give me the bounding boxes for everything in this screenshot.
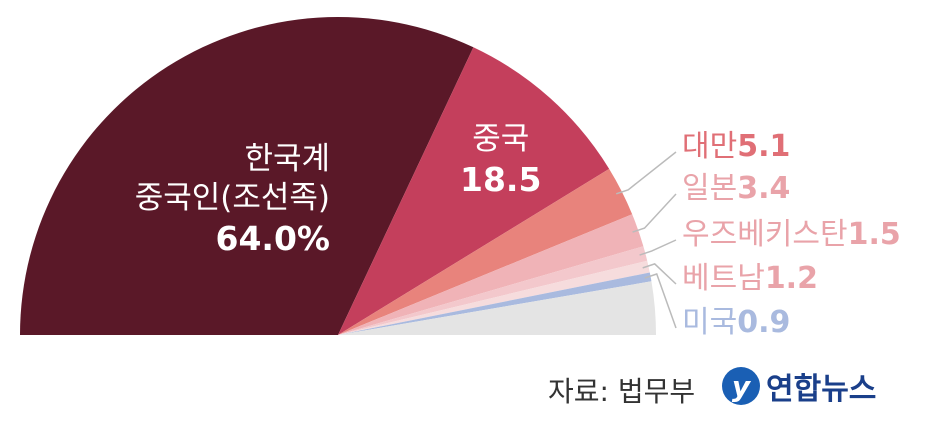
logo-text: 연합뉴스 (766, 372, 877, 407)
category-label: 중국 (472, 121, 530, 157)
slice (338, 214, 644, 335)
value-label: 64.0% (215, 218, 331, 258)
value-label: 3.4 (737, 171, 791, 206)
leader-line (644, 273, 677, 329)
slice (338, 281, 656, 335)
value-label: 1.5 (847, 217, 901, 252)
slice (20, 16, 474, 335)
slice (338, 47, 610, 336)
category-label: 미국 (682, 305, 738, 340)
slice-label: 일본3.4 (682, 170, 790, 208)
logo-mark: y (722, 367, 760, 405)
slice-label: 우즈베키스탄1.5 (682, 216, 901, 254)
slice-label: 대만5.1 (682, 128, 790, 166)
leader-line (642, 263, 677, 285)
category-label: 베트남 (682, 261, 765, 296)
slice (338, 246, 648, 335)
value-label: 1.2 (764, 261, 818, 296)
category-label: 일본 (682, 171, 738, 206)
slice-label: 미국0.9 (682, 304, 790, 342)
category-label: 대만 (682, 129, 738, 164)
slice (338, 168, 633, 335)
value-label: 5.1 (737, 129, 791, 164)
logo: y 연합뉴스 (722, 364, 876, 408)
slice-label: 베트남1.2 (682, 260, 818, 298)
slice-label: 중국 18.5 (460, 120, 541, 200)
slice-label: 한국계 중국인(조선족) 64.0% (135, 140, 330, 259)
slice (338, 260, 650, 335)
leader-line (639, 239, 677, 256)
value-label: 0.9 (737, 305, 791, 340)
leader-line (615, 151, 677, 195)
category-label: 우즈베키스탄 (682, 217, 848, 252)
category-label: 한국계 중국인(조선족) (134, 141, 330, 216)
slice (338, 272, 652, 335)
leader-line (632, 193, 677, 233)
source: 자료: 법무부 (548, 375, 696, 408)
value-label: 18.5 (460, 159, 542, 199)
